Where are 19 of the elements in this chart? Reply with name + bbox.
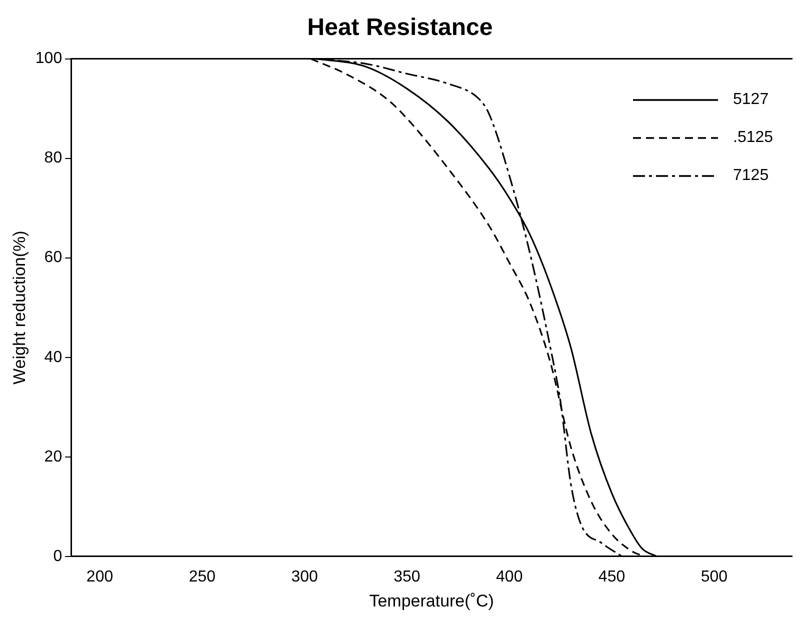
x-tick-label: 450 (598, 568, 626, 586)
y-tick-label: 60 (44, 249, 62, 266)
y-tick-label: 20 (44, 448, 62, 466)
x-tick-label: 350 (394, 568, 420, 586)
text: 7125 (733, 166, 770, 185)
x-tick-label: 500 (700, 568, 728, 586)
y-tick-label: 80 (44, 150, 62, 167)
y-tick-label: 40 (44, 348, 62, 366)
x-tick-label: 300 (291, 568, 318, 586)
text: .5125 (733, 128, 774, 147)
x-tick-label: 200 (86, 568, 114, 586)
x-tick-label: 250 (188, 568, 216, 586)
y-axis-title: Weight reduction(%) (10, 230, 29, 384)
y-tick-label: 0 (53, 548, 62, 565)
y-tick-label: 100 (35, 50, 62, 68)
x-tick-label: 400 (496, 568, 523, 586)
text: 5127 (733, 90, 770, 109)
chart-title: Heat Resistance (307, 14, 493, 42)
x-axis-title: Temperature(˚C) (369, 591, 494, 610)
